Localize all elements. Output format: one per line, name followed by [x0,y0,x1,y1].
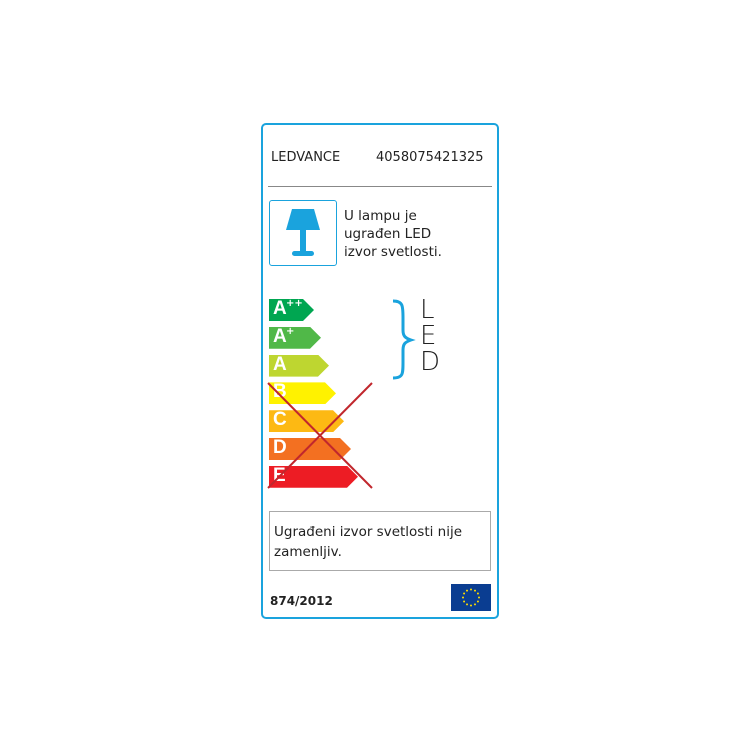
led-letter: D [420,347,441,377]
brand-name: LEDVANCE [271,150,341,165]
eu-star [478,596,480,599]
led-letter: L [420,295,435,325]
info-line: izvor svetlosti. [344,244,442,260]
info-line: U lampu je [344,208,417,224]
eu-star [463,600,466,603]
eu-star [470,588,472,591]
eu-star [466,603,468,606]
energy-class-letter: A [273,353,287,375]
eu-star [474,589,476,592]
eu-star [466,589,468,592]
table-lamp-icon [269,200,337,266]
eu-star [463,592,466,595]
energy-class-bar: A + [269,327,321,349]
eu-star [470,604,472,607]
energy-label [261,123,499,619]
eu-flag-icon [451,584,491,611]
product-code: 4058075421325 [376,150,484,165]
eu-star [474,603,476,606]
eu-star [476,600,479,603]
eu-star [476,592,479,595]
energy-class-letter: C [273,409,287,431]
led-vertical-text: L E D [420,297,440,375]
cross-line [267,382,373,489]
energy-class-letter: D [273,437,287,458]
energy-class-letter: A [273,325,287,347]
note-text: Ugrađeni izvor svetlosti nije zamenljiv. [274,522,462,562]
info-text: U lampu je ugrađen LED izvor svetlosti. [344,207,442,261]
header-divider [268,186,492,187]
note-line: Ugrađeni izvor svetlosti nije [274,524,463,540]
cross-out-mark [267,382,373,489]
led-bracket [392,299,416,380]
energy-class-bar: D [269,438,351,460]
energy-class-letter: A [273,298,287,319]
info-line: ugrađen LED [344,226,432,242]
energy-class-bar: A ++ [269,299,314,321]
energy-class-bar: A [269,355,329,377]
note-box [269,511,491,571]
led-letter: E [420,321,437,351]
energy-class-sup: + [286,325,295,337]
energy-class-sup: ++ [286,298,303,309]
regulation-number: 874/2012 [270,594,333,608]
note-line: zamenljiv. [274,544,342,560]
eu-star [462,596,464,599]
